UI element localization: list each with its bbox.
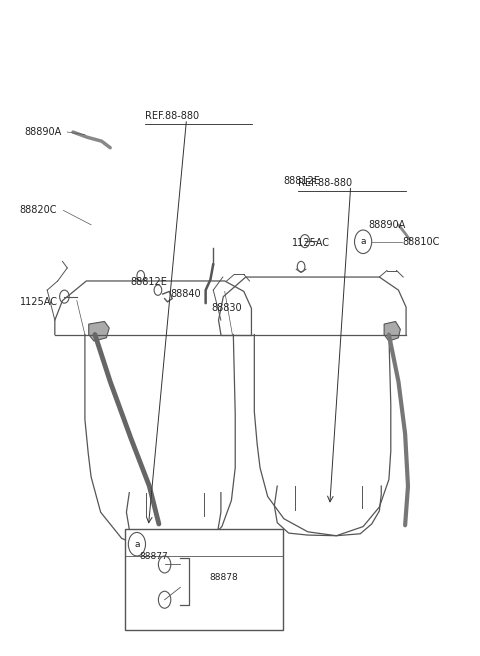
Polygon shape [384, 321, 400, 341]
Text: REF.88-880: REF.88-880 [144, 111, 199, 121]
Text: 88820C: 88820C [20, 205, 57, 215]
Text: 1125AC: 1125AC [291, 238, 330, 248]
Text: 88878: 88878 [209, 573, 238, 582]
Text: 88830: 88830 [211, 304, 242, 314]
Polygon shape [89, 321, 109, 341]
Text: 88890A: 88890A [24, 127, 61, 137]
Text: 88890A: 88890A [369, 220, 406, 230]
Text: 88812E: 88812E [130, 277, 167, 287]
Text: 1125AC: 1125AC [20, 297, 58, 307]
Text: REF.88-880: REF.88-880 [298, 178, 352, 188]
Text: a: a [360, 237, 366, 246]
Text: 88810C: 88810C [402, 237, 440, 247]
Bar [125, 529, 283, 630]
Text: a: a [134, 540, 140, 548]
Text: 88840: 88840 [171, 289, 202, 299]
Text: 88812E: 88812E [283, 176, 320, 186]
Text: 88877: 88877 [140, 552, 168, 561]
